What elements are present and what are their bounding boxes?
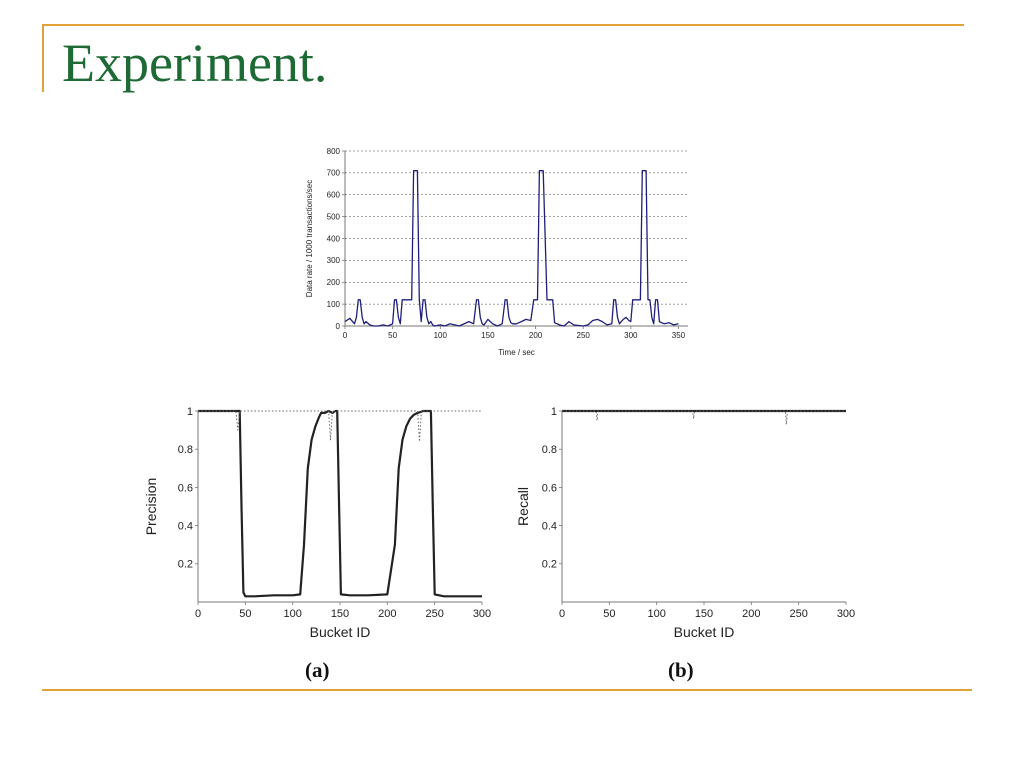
x-tick-label: 300	[624, 331, 638, 340]
series-line-dotted	[562, 410, 846, 425]
x-tick-label: 0	[195, 608, 201, 620]
y-tick-label: 500	[327, 212, 341, 221]
x-tick-label: 200	[529, 331, 543, 340]
y-tick-label: 700	[327, 169, 341, 178]
y-tick-label: 1	[187, 406, 193, 418]
x-tick-label: 50	[603, 608, 615, 620]
y-tick-label: 0.8	[178, 444, 193, 456]
y-tick-label: 0.2	[542, 559, 557, 571]
precision-chart: 0.2 0.4 0.6 0.8 1 0 50 100 150 200 250 300 Bucket ID…	[143, 406, 491, 640]
y-tick-label: 0.6	[178, 482, 193, 494]
y-tick-label: 400	[327, 234, 341, 243]
top-divider	[42, 24, 964, 26]
x-tick-label: 100	[283, 608, 301, 620]
series-line-solid	[198, 409, 482, 598]
y-tick-label: 300	[327, 256, 341, 265]
data-rate-chart: 0 100 200 300 400 500 600 700 800 0 50 100 150 200 250…	[305, 147, 688, 357]
x-tick-label: 300	[473, 608, 491, 620]
y-tick-label: 800	[327, 147, 341, 156]
x-tick-label: 50	[239, 608, 251, 620]
y-axis-title: Precision	[143, 478, 159, 536]
y-tick-label: 600	[327, 191, 341, 200]
y-tick-label: 200	[327, 278, 341, 287]
x-tick-label: 200	[378, 608, 396, 620]
y-tick-label: 100	[327, 300, 341, 309]
y-tick-label: 0.8	[542, 444, 557, 456]
series-line-solid	[344, 170, 679, 327]
x-tick-label: 0	[343, 331, 348, 340]
slide-title: Experiment.	[62, 33, 328, 93]
x-tick-label: 200	[742, 608, 760, 620]
x-tick-label: 0	[559, 608, 565, 620]
y-tick-label: 0.6	[542, 482, 557, 494]
bottom-divider	[42, 689, 972, 691]
y-axis-title: Recall	[515, 487, 531, 526]
x-tick-label: 250	[789, 608, 807, 620]
recall-chart: 0.2 0.4 0.6 0.8 1 0 50 100 150 200 250 300 Bucket ID…	[515, 406, 855, 640]
x-axis-title: Time / sec	[498, 348, 535, 357]
y-tick-label: 1	[551, 406, 557, 418]
panel-label-a: (a)	[305, 658, 330, 682]
x-axis-title: Bucket ID	[310, 624, 371, 640]
title-accent-bar	[42, 24, 44, 92]
x-tick-label: 100	[434, 331, 448, 340]
x-axis-title: Bucket ID	[674, 624, 735, 640]
y-tick-label: 0.2	[178, 559, 193, 571]
x-tick-label: 150	[695, 608, 713, 620]
x-tick-label: 50	[388, 331, 397, 340]
x-tick-label: 150	[481, 331, 495, 340]
y-axis-title: Data rate / 1000 transactions/sec	[305, 180, 314, 297]
panel-label-b: (b)	[668, 658, 694, 682]
y-tick-label: 0.4	[178, 520, 193, 532]
x-tick-label: 250	[577, 331, 591, 340]
x-tick-label: 300	[837, 608, 855, 620]
y-tick-label: 0	[336, 322, 341, 331]
x-tick-label: 250	[425, 608, 443, 620]
series-line-dotted	[198, 410, 482, 443]
x-tick-label: 100	[647, 608, 665, 620]
y-tick-label: 0.4	[542, 520, 557, 532]
x-tick-label: 150	[331, 608, 349, 620]
x-tick-label: 350	[672, 331, 686, 340]
